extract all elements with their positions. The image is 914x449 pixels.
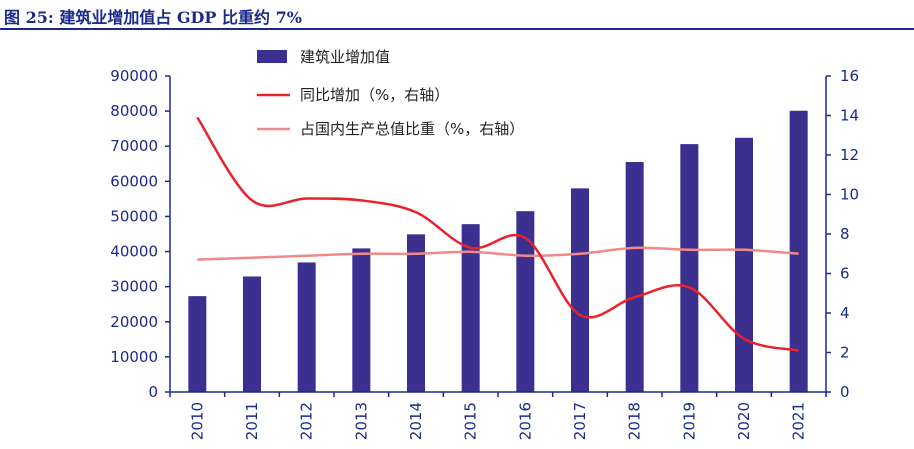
left-tick-label: 60000 <box>110 172 158 190</box>
left-tick-label: 40000 <box>110 243 158 261</box>
bar-2010 <box>188 296 207 392</box>
bar-2021 <box>789 110 808 392</box>
x-tick-label-2016: 2016 <box>516 402 534 440</box>
left-tick-label: 30000 <box>110 278 158 296</box>
x-axis-ticks: 2010 2011 2012 2013 2014 2015 2016 2017 2018 2019… <box>169 392 827 440</box>
x-tick-label-2021: 2021 <box>790 402 808 440</box>
left-tick-label: 70000 <box>110 137 158 155</box>
right-tick-label: 12 <box>840 146 859 164</box>
bar-2020 <box>735 137 753 392</box>
bar-2013 <box>352 248 371 392</box>
share-line <box>197 246 799 261</box>
legend-swatch-bar <box>257 50 287 63</box>
x-tick-label-2015: 2015 <box>462 402 480 440</box>
legend-label-share: 占国内生产总值比重（%，右轴） <box>300 120 524 138</box>
yoy-line <box>196 116 799 352</box>
right-tick-label: 2 <box>840 344 850 362</box>
x-tick-label-2020: 2020 <box>735 402 753 440</box>
right-tick-label: 14 <box>840 107 859 125</box>
left-tick-label: 10000 <box>110 348 158 366</box>
bar-2012 <box>297 262 316 392</box>
bar-2015 <box>461 224 480 392</box>
right-tick-label: 4 <box>840 304 850 322</box>
x-tick-label-2018: 2018 <box>626 402 644 440</box>
right-tick-label: 6 <box>840 265 850 283</box>
x-tick-label-2017: 2017 <box>571 402 589 440</box>
legend-label-bar: 建筑业增加值 <box>300 48 390 66</box>
x-tick-label-2019: 2019 <box>680 402 698 440</box>
x-tick-label-2012: 2012 <box>298 402 316 440</box>
bar-2019 <box>680 144 699 392</box>
title-rule <box>0 28 914 30</box>
right-tick-label: 10 <box>840 186 859 204</box>
x-tick-label-2014: 2014 <box>407 402 425 440</box>
right-tick-label: 16 <box>840 67 859 85</box>
left-tick-label: 80000 <box>110 102 158 120</box>
x-tick-label-2011: 2011 <box>243 402 261 440</box>
right-tick-label: 8 <box>840 225 850 243</box>
bar-series <box>188 110 808 392</box>
figure-title: 图 25: 建筑业增加值占 GDP 比重约 7% <box>4 8 302 27</box>
bar-2018 <box>625 162 644 392</box>
bar-2014 <box>407 234 425 392</box>
bar-2011 <box>243 276 261 392</box>
left-tick-label: 0 <box>148 383 158 401</box>
left-tick-label: 20000 <box>110 313 158 331</box>
right-tick-label: 0 <box>840 383 850 401</box>
left-tick-label: 90000 <box>110 67 158 85</box>
left-axis-ticks: 0 10000 20000 30000 40000 50000 60000 70000 8000… <box>110 67 170 401</box>
x-tick-label-2013: 2013 <box>352 402 370 440</box>
left-tick-label: 50000 <box>110 207 158 225</box>
x-tick-label-2010: 2010 <box>188 402 206 440</box>
right-axis-ticks: 0 2 4 6 8 10 12 14 16 <box>826 67 859 401</box>
legend-label-yoy: 同比增加（%，右轴） <box>300 86 449 104</box>
legend: 建筑业增加值 同比增加（%，右轴） 占国内生产总值比重（%，右轴） <box>257 48 524 138</box>
bar-2017 <box>571 188 589 392</box>
